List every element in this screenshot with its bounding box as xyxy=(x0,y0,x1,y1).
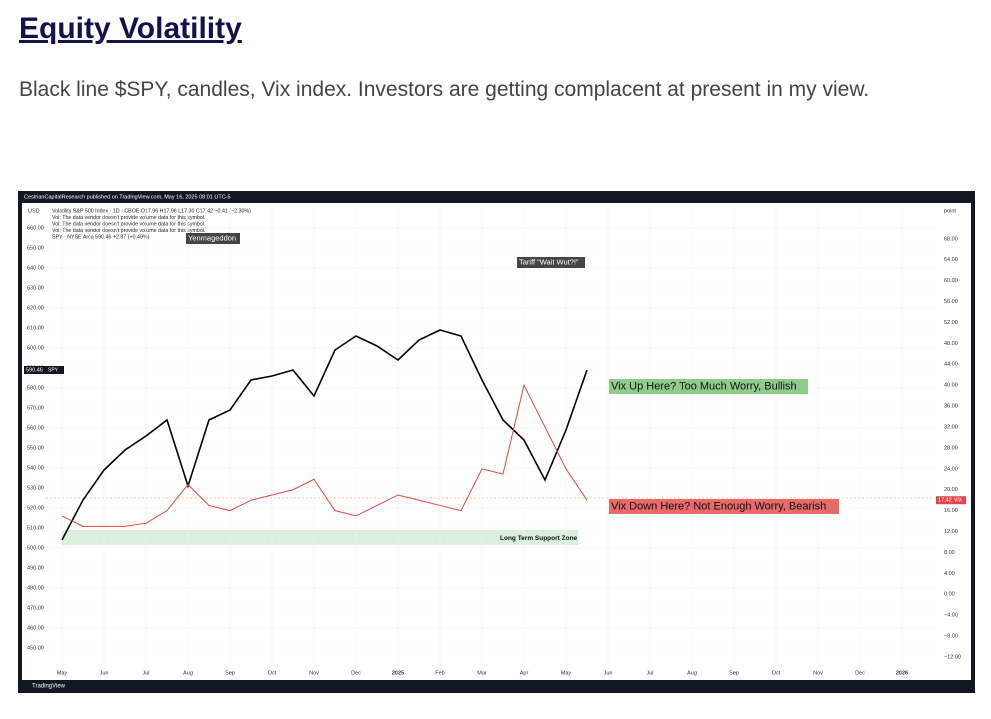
y-tick-label: 470.00 xyxy=(27,605,44,611)
x-tick-label: Oct xyxy=(268,670,277,676)
y-tick-label: 540.00 xyxy=(27,465,44,471)
annotation-box xyxy=(609,499,839,514)
x-tick-label: 2025 xyxy=(392,670,404,676)
y2-tick-label: 4.00 xyxy=(944,571,955,577)
legend-line: Volatility S&P 500 Index · 1D · CBOE O17… xyxy=(52,208,251,214)
x-tick-label: Aug xyxy=(687,670,697,676)
series-line xyxy=(61,383,588,527)
x-tick-label: Jun xyxy=(100,670,109,676)
y2-tick-label: 24.00 xyxy=(944,466,958,472)
x-tick-label: Sep xyxy=(225,670,235,676)
x-tick-label: Jul xyxy=(142,670,149,676)
x-tick-label: Aug xyxy=(183,670,193,676)
x-tick-label: 2026 xyxy=(896,670,908,676)
annotation: Tariff “Wait Wut?!” xyxy=(519,257,579,266)
y-tick-label: 530.00 xyxy=(27,485,44,491)
y-tick-label: 490.00 xyxy=(27,565,44,571)
x-tick-label: Jun xyxy=(604,670,613,676)
attribution: CestrianCapitalResearch published on Tra… xyxy=(24,194,231,200)
y-tick-label: 510.00 xyxy=(27,525,44,531)
y2-unit: point xyxy=(944,208,956,214)
y2-tick-label: 56.00 xyxy=(944,299,958,305)
y-tick-label: 570.00 xyxy=(27,405,44,411)
x-tick-label: Nov xyxy=(813,670,823,676)
y2-tick-label: 44.00 xyxy=(944,362,958,368)
y-tick-label: 600.00 xyxy=(27,345,44,351)
y2-tick-label: 52.00 xyxy=(944,320,958,326)
y-unit: USD xyxy=(28,208,40,214)
y-tick-label: 640.00 xyxy=(27,265,44,271)
y2-tick-label: 48.00 xyxy=(944,341,958,347)
annotation: Vix Up Here? Too Much Worry, Bullish xyxy=(611,380,797,392)
y2-tick-label: 28.00 xyxy=(944,445,958,451)
y2-tick-label: 12.00 xyxy=(944,529,958,535)
last-value-label: 590.46 xyxy=(26,367,43,373)
x-tick-label: Apr xyxy=(520,670,529,676)
y2-tick-label: 0.00 xyxy=(944,592,955,598)
brand: TradingView xyxy=(32,684,66,690)
series-line xyxy=(61,329,588,541)
x-tick-label: Feb xyxy=(435,670,444,676)
x-tick-label: Oct xyxy=(772,670,781,676)
y2-tick-label: 8.00 xyxy=(944,550,955,556)
last-value-label: 17.42 xyxy=(938,498,952,504)
x-tick-label: Mar xyxy=(477,670,487,676)
title: Equity Volatility xyxy=(19,12,242,45)
y2-tick-label: −12.00 xyxy=(944,654,961,660)
annotation-box xyxy=(609,379,808,394)
annotation-box xyxy=(186,233,240,244)
y2-tick-label: 32.00 xyxy=(944,424,958,430)
y-tick-label: 660.00 xyxy=(27,225,44,231)
y-tick-label: 650.00 xyxy=(27,245,44,251)
y-tick-label: 620.00 xyxy=(27,305,44,311)
x-tick-label: May xyxy=(561,670,572,676)
x-tick-label: Sep xyxy=(729,670,739,676)
x-tick-label: Nov xyxy=(309,670,319,676)
x-tick-label: Jul xyxy=(646,670,653,676)
y-tick-label: 480.00 xyxy=(27,585,44,591)
legend-line: Vol: The data vendor doesn't provide vol… xyxy=(52,228,205,234)
y2-tick-label: −4.00 xyxy=(944,613,958,619)
series-name-tag: VIX xyxy=(954,498,963,504)
y2-tick-label: −8.00 xyxy=(944,634,958,640)
y2-tick-label: 68.00 xyxy=(944,236,958,242)
y2-tick-label: 20.00 xyxy=(944,487,958,493)
y-tick-label: 560.00 xyxy=(27,425,44,431)
y-tick-label: 460.00 xyxy=(27,625,44,631)
plot-background xyxy=(22,203,971,680)
y2-tick-label: 60.00 xyxy=(944,278,958,284)
y-tick-label: 520.00 xyxy=(27,505,44,511)
x-tick-label: Dec xyxy=(855,670,865,676)
y-tick-label: 580.00 xyxy=(27,385,44,391)
y-tick-label: 450.00 xyxy=(27,645,44,651)
support-zone xyxy=(62,530,578,545)
annotation: Yenmageddon xyxy=(188,233,236,242)
y2-tick-label: 40.00 xyxy=(944,383,958,389)
y-tick-label: 610.00 xyxy=(27,325,44,331)
y-tick-label: 500.00 xyxy=(27,545,44,551)
annotation-box xyxy=(517,257,585,268)
y2-tick-label: 64.00 xyxy=(944,257,958,263)
series-name-tag: SPY xyxy=(48,367,59,373)
last-value-tag xyxy=(24,366,64,374)
legend-line: Vol: The data vendor doesn't provide vol… xyxy=(52,221,205,227)
annotation: Vix Down Here? Not Enough Worry, Bearish xyxy=(611,500,826,512)
x-tick-label: Dec xyxy=(351,670,361,676)
last-value-tag xyxy=(936,496,966,505)
y-tick-label: 550.00 xyxy=(27,445,44,451)
legend-line: SPY · NYSE Arca 590.46 +2.87 (+0.49%) xyxy=(52,234,150,240)
body-text: Black line $SPY, candles, Vix index. Inv… xyxy=(19,78,870,101)
y-tick-label: 630.00 xyxy=(27,285,44,291)
y2-tick-label: 36.00 xyxy=(944,404,958,410)
legend-line: Vol: The data vendor doesn't provide vol… xyxy=(52,215,205,221)
y2-tick-label: 16.00 xyxy=(944,508,958,514)
annotation: Long Term Support Zone xyxy=(500,535,578,542)
x-tick-label: May xyxy=(57,670,68,676)
